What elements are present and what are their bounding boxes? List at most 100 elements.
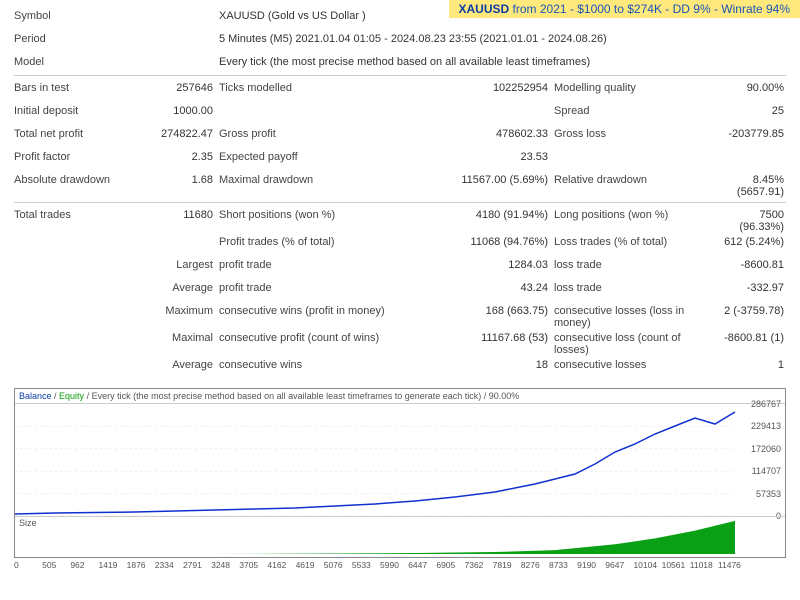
- spread-label: Spread: [554, 105, 714, 117]
- lt-label: Loss trades (% of total): [554, 236, 714, 248]
- llt-label: loss trade: [554, 259, 714, 271]
- sp-value: 4180 (91.94%): [424, 209, 554, 221]
- deposit-value: 1000.00: [124, 105, 219, 117]
- apt-label: profit trade: [219, 282, 424, 294]
- bars-value: 257646: [124, 82, 219, 94]
- x-tick: 7819: [493, 560, 521, 570]
- x-tick: 9190: [577, 560, 605, 570]
- tnp-value: 274822.47: [124, 128, 219, 140]
- x-tick: 1876: [127, 560, 155, 570]
- mcll-label: consecutive loss (count of losses): [554, 332, 714, 356]
- gp-label: Gross profit: [219, 128, 424, 140]
- x-tick: 4619: [296, 560, 324, 570]
- model-label: Model: [14, 56, 124, 68]
- pt-value: 11068 (94.76%): [424, 236, 554, 248]
- balance-curve: [15, 404, 785, 516]
- lp-label: Long positions (won %): [554, 209, 714, 221]
- x-tick: 1419: [98, 560, 126, 570]
- y-tick: 57353: [756, 489, 781, 499]
- acw-value: 18: [424, 359, 554, 371]
- mcp-label: consecutive profit (count of wins): [219, 332, 424, 344]
- gl-label: Gross loss: [554, 128, 714, 140]
- mcl-label: consecutive losses (loss in money): [554, 305, 714, 329]
- tt-label: Total trades: [14, 209, 124, 221]
- acl-value: 1: [714, 359, 786, 371]
- mcw-label: consecutive wins (profit in money): [219, 305, 424, 317]
- alt-value: -332.97: [714, 282, 786, 294]
- lpt-value: 1284.03: [424, 259, 554, 271]
- x-tick: 10104: [633, 560, 661, 570]
- md-value: 11567.00 (5.69%): [424, 174, 554, 186]
- x-tick: 6905: [436, 560, 464, 570]
- chart-header-suffix: / Every tick (the most precise method ba…: [84, 391, 519, 401]
- rd-label: Relative drawdown: [554, 174, 714, 186]
- mq-label: Modelling quality: [554, 82, 714, 94]
- alt-label: loss trade: [554, 282, 714, 294]
- lpt-label: profit trade: [219, 259, 424, 271]
- x-tick: 962: [70, 560, 98, 570]
- banner-symbol: XAUUSD: [459, 2, 510, 16]
- x-tick: 3705: [239, 560, 267, 570]
- x-tick: 6447: [408, 560, 436, 570]
- equity-chart: Balance / Equity / Every tick (the most …: [14, 388, 786, 558]
- x-axis: 0505962141918762334279132483705416246195…: [14, 560, 786, 570]
- y-tick: 286767: [751, 399, 781, 409]
- acl-label: consecutive losses: [554, 359, 714, 371]
- deposit-label: Initial deposit: [14, 105, 124, 117]
- banner-text: from 2021 - $1000 to $274K - DD 9% - Win…: [509, 2, 790, 16]
- avg2-label: Average: [124, 359, 219, 371]
- x-tick: 4162: [267, 560, 295, 570]
- header-banner: XAUUSD from 2021 - $1000 to $274K - DD 9…: [449, 0, 800, 18]
- sp-label: Short positions (won %): [219, 209, 424, 221]
- spread-value: 25: [714, 105, 786, 117]
- x-tick: 5076: [324, 560, 352, 570]
- size-curve: [15, 517, 785, 554]
- x-tick: 8733: [549, 560, 577, 570]
- symbol-value: XAUUSD (Gold vs US Dollar ): [219, 10, 366, 22]
- lp-value: 7500 (96.33%): [714, 209, 786, 233]
- x-tick: 2791: [183, 560, 211, 570]
- x-tick: 2334: [155, 560, 183, 570]
- tt-value: 11680: [124, 209, 219, 221]
- ep-value: 23.53: [424, 151, 554, 163]
- mcp-value: 11167.68 (53): [424, 332, 554, 344]
- period-value: 5 Minutes (M5) 2021.01.04 01:05 - 2024.0…: [219, 33, 607, 45]
- x-tick: 5990: [380, 560, 408, 570]
- model-value: Every tick (the most precise method base…: [219, 56, 590, 68]
- mq-value: 90.00%: [714, 82, 786, 94]
- x-tick: 7362: [465, 560, 493, 570]
- ep-label: Expected payoff: [219, 151, 424, 163]
- apt-value: 43.24: [424, 282, 554, 294]
- ticks-label: Ticks modelled: [219, 82, 424, 94]
- y-tick: 229413: [751, 421, 781, 431]
- mcw-value: 168 (663.75): [424, 305, 554, 317]
- lt-value: 612 (5.24%): [714, 236, 786, 248]
- x-tick: 9647: [605, 560, 633, 570]
- ad-value: 1.68: [124, 174, 219, 186]
- x-tick: 0: [14, 560, 42, 570]
- x-tick: 3248: [211, 560, 239, 570]
- chart-balance-label: Balance: [19, 391, 52, 401]
- llt-value: -8600.81: [714, 259, 786, 271]
- mcl-value: 2 (-3759.78): [714, 305, 786, 317]
- mcll-value: -8600.81 (1): [714, 332, 786, 344]
- gp-value: 478602.33: [424, 128, 554, 140]
- x-tick: 11018: [690, 560, 718, 570]
- tnp-label: Total net profit: [14, 128, 124, 140]
- y-tick: 172060: [751, 444, 781, 454]
- pt-label: Profit trades (% of total): [219, 236, 424, 248]
- chart-equity-label: Equity: [59, 391, 84, 401]
- bars-label: Bars in test: [14, 82, 124, 94]
- symbol-label: Symbol: [14, 10, 124, 22]
- chart-body: 286767229413172060114707573530: [15, 404, 785, 516]
- y-axis-labels: 286767229413172060114707573530: [738, 404, 783, 516]
- maximum-label: Maximum: [124, 305, 219, 317]
- acw-label: consecutive wins: [219, 359, 424, 371]
- stats-panel: SymbolXAUUSD (Gold vs US Dollar ) Period…: [0, 0, 800, 386]
- pf-value: 2.35: [124, 151, 219, 163]
- x-tick: 505: [42, 560, 70, 570]
- md-label: Maximal drawdown: [219, 174, 424, 186]
- y-tick: 114707: [752, 466, 781, 476]
- pf-label: Profit factor: [14, 151, 124, 163]
- maximal-label: Maximal: [124, 332, 219, 344]
